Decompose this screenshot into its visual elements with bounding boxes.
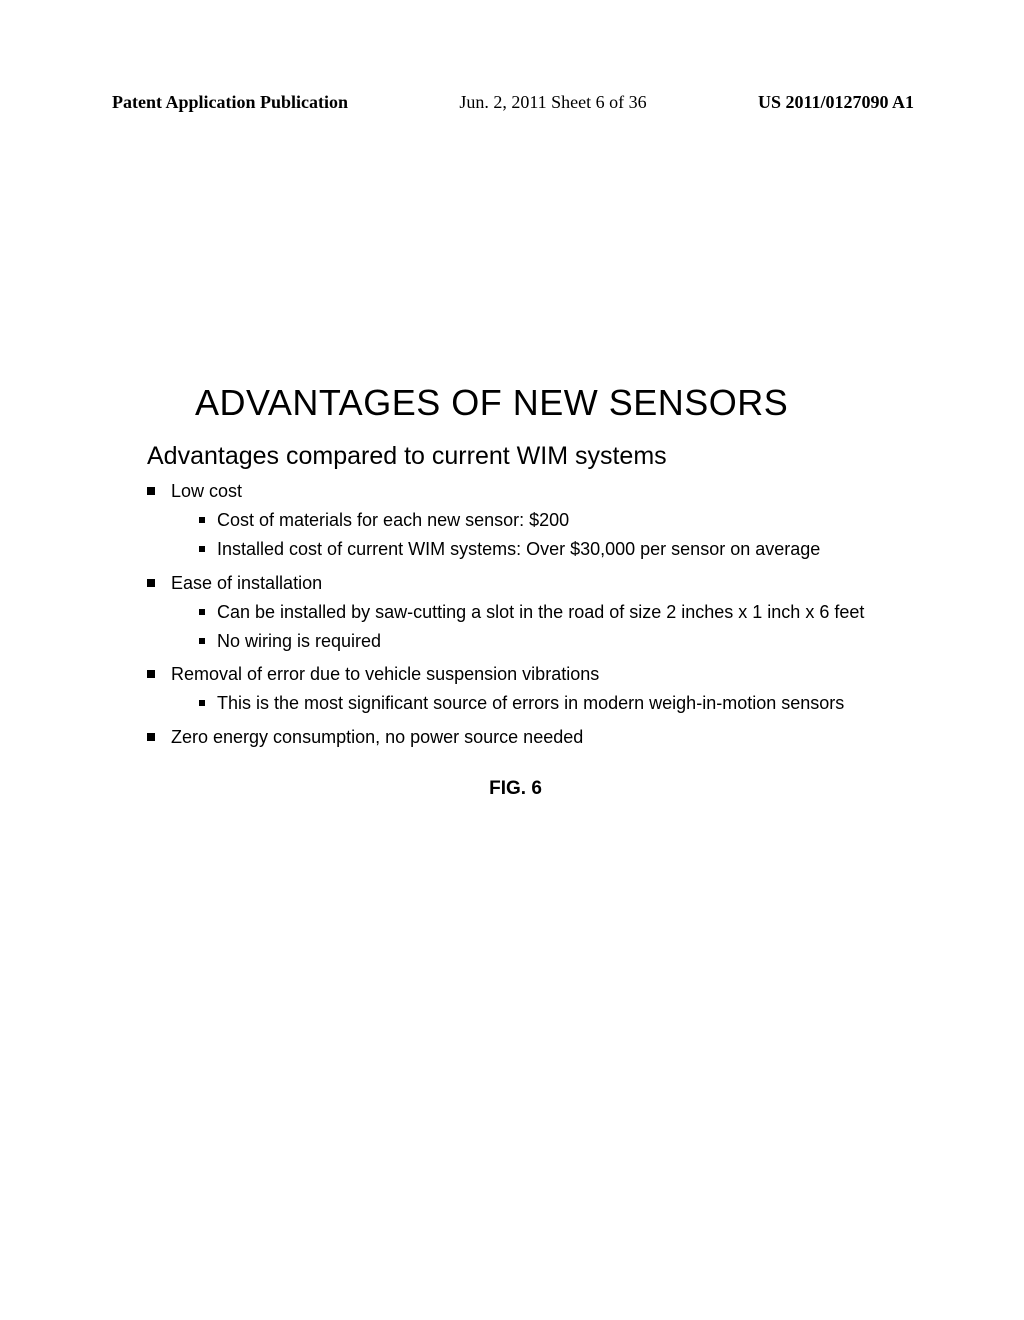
sub-list-item: Can be installed by saw-cutting a slot i… [199, 600, 884, 625]
page-subtitle: Advantages compared to current WIM syste… [147, 442, 884, 471]
sub-list-item: Installed cost of current WIM systems: O… [199, 537, 884, 562]
sub-list-item: Cost of materials for each new sensor: $… [199, 508, 884, 533]
list-item: Low cost [147, 479, 884, 504]
patent-header: Patent Application Publication Jun. 2, 2… [0, 92, 1024, 113]
bullet-icon [199, 517, 205, 523]
bullet-icon [147, 579, 155, 587]
sub-list-item-text: Cost of materials for each new sensor: $… [217, 508, 884, 533]
advantages-list: Low cost Cost of materials for each new … [147, 479, 884, 750]
figure-label: FIG. 6 [147, 778, 884, 800]
header-date-sheet: Jun. 2, 2011 Sheet 6 of 36 [459, 92, 646, 113]
bullet-icon [199, 700, 205, 706]
sub-list-item: No wiring is required [199, 629, 884, 654]
bullet-icon [199, 609, 205, 615]
bullet-icon [147, 733, 155, 741]
sub-list-item-text: Installed cost of current WIM systems: O… [217, 537, 884, 562]
header-publication-type: Patent Application Publication [112, 92, 348, 113]
list-item-text: Ease of installation [171, 571, 884, 596]
page-content: ADVANTAGES OF NEW SENSORS Advantages com… [195, 382, 884, 800]
sub-list-item-text: Can be installed by saw-cutting a slot i… [217, 600, 884, 625]
bullet-icon [199, 638, 205, 644]
header-patent-number: US 2011/0127090 A1 [758, 92, 914, 113]
list-item-text: Removal of error due to vehicle suspensi… [171, 662, 884, 687]
list-item-text: Low cost [171, 479, 884, 504]
sub-list-item: This is the most significant source of e… [199, 691, 884, 716]
list-item: Zero energy consumption, no power source… [147, 725, 884, 750]
page-title: ADVANTAGES OF NEW SENSORS [195, 382, 884, 424]
sub-list-item-text: No wiring is required [217, 629, 884, 654]
list-item: Ease of installation [147, 571, 884, 596]
bullet-icon [147, 670, 155, 678]
bullet-icon [147, 487, 155, 495]
list-item: Removal of error due to vehicle suspensi… [147, 662, 884, 687]
list-item-text: Zero energy consumption, no power source… [171, 725, 884, 750]
bullet-icon [199, 546, 205, 552]
sub-list-item-text: This is the most significant source of e… [217, 691, 884, 716]
